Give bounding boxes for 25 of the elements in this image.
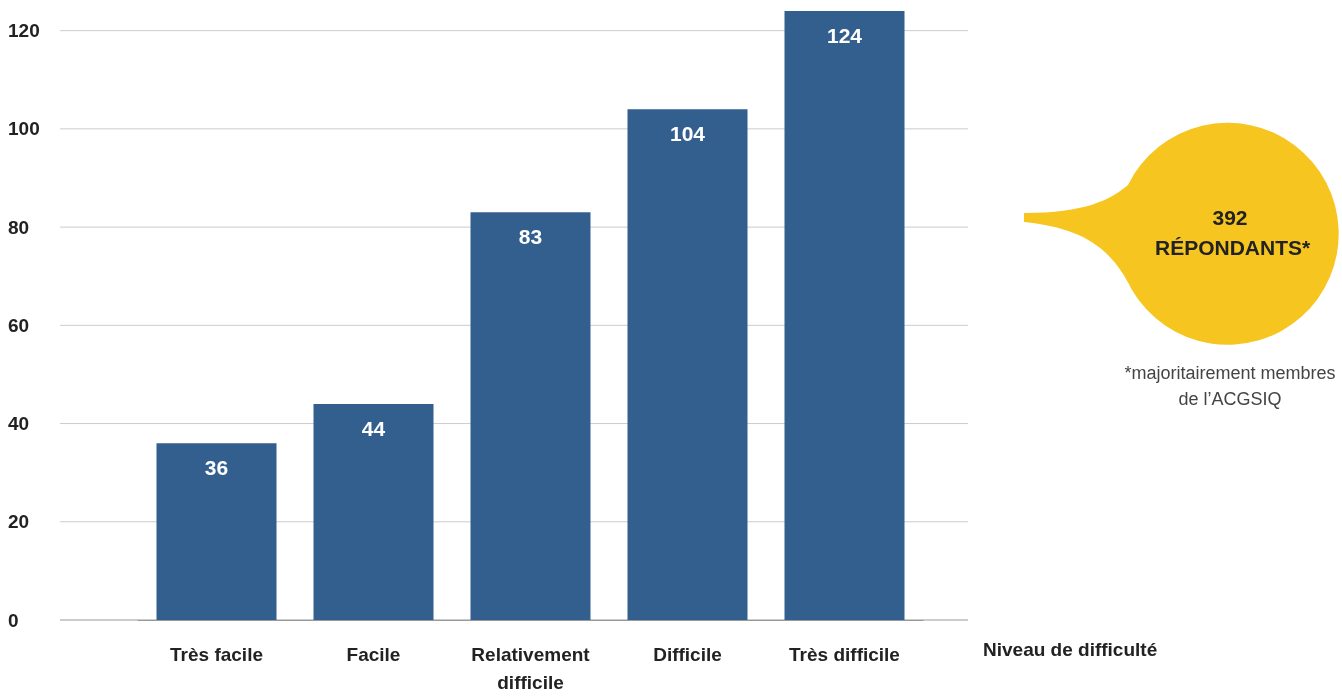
data-label: 124 [826, 24, 863, 47]
y-tick-label: 20 [8, 511, 30, 533]
data-label: 44 [361, 416, 386, 440]
y-tick-label: 120 [8, 20, 40, 42]
x-tick-label: Relativement difficile [471, 643, 591, 693]
y-tick-label: 100 [8, 118, 40, 140]
bar [627, 109, 748, 620]
y-tick-label: 0 [8, 609, 19, 631]
y-tick-label: 80 [8, 216, 30, 238]
bar [313, 403, 434, 620]
x-axis-title: Niveau de difficulté [983, 639, 1158, 660]
y-tick-label: 40 [8, 413, 30, 435]
x-tick-label: Facile [346, 643, 401, 665]
bar [784, 11, 905, 620]
bar [156, 443, 277, 620]
text: 392 RÉPONDANTS* [1155, 205, 1311, 261]
y-tick-label: 60 [8, 314, 30, 336]
data-label: 104 [669, 122, 706, 146]
data-label: 36 [204, 456, 229, 480]
x-tick-label: Difficile [653, 643, 722, 665]
x-tick-label: Très difficile [789, 643, 900, 665]
data-label: 83 [518, 225, 543, 249]
text: *majoritairement membres de l’ACGSIQ [1123, 362, 1337, 411]
bar [470, 212, 591, 620]
x-tick-label: Très facile [170, 643, 263, 665]
